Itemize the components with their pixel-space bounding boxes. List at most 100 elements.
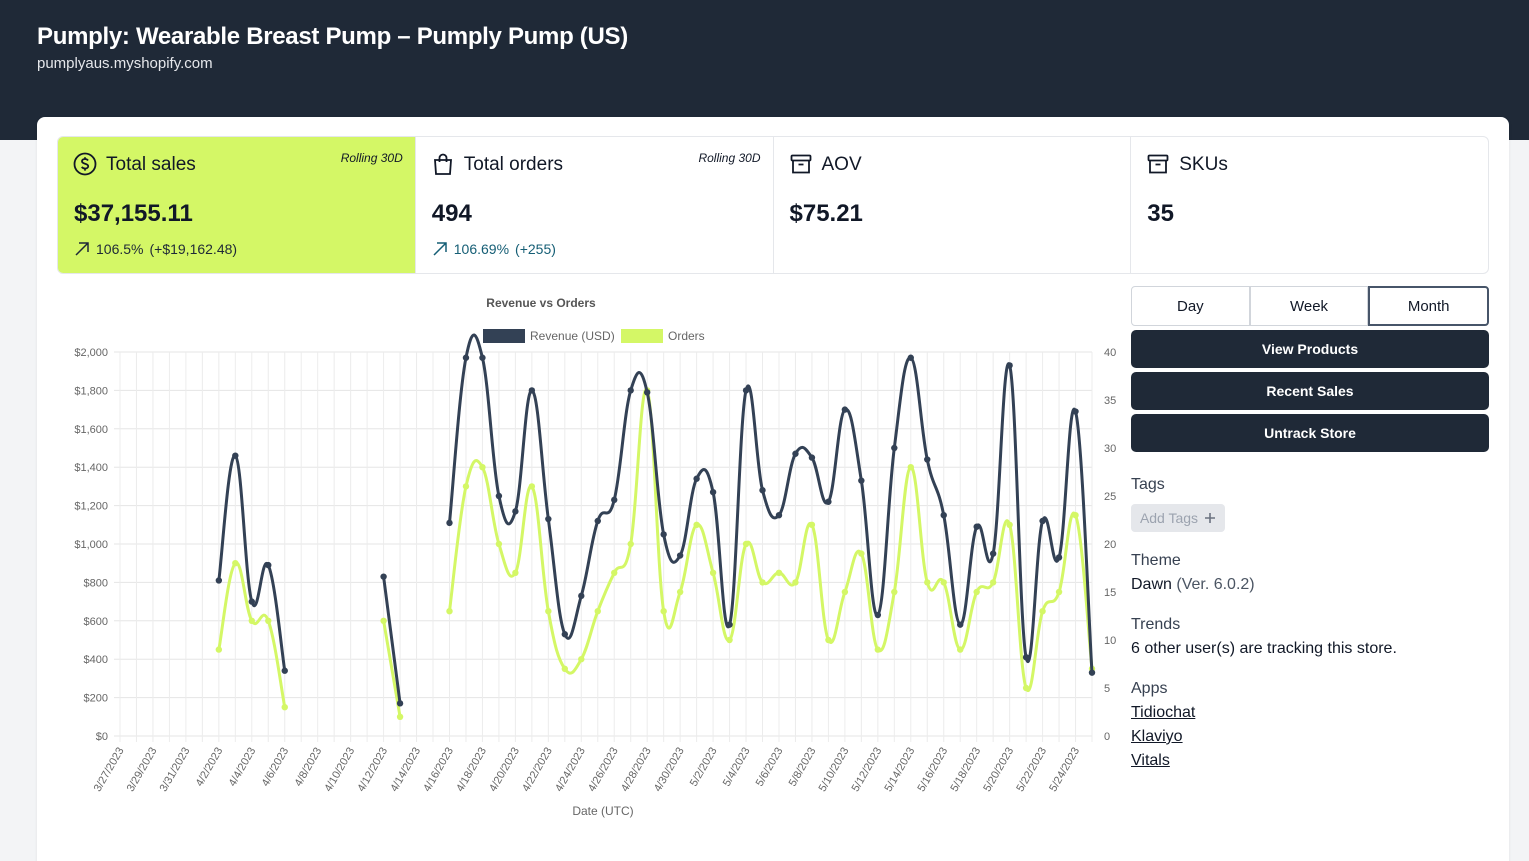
archive-box-icon (790, 154, 811, 174)
x-tick-label: 3/29/2023 (125, 746, 160, 794)
x-tick-label: 4/18/2023 (454, 746, 489, 794)
y-left-tick-label: $2,000 (74, 347, 108, 359)
revenue-point (874, 611, 882, 619)
x-tick-label: 5/18/2023 (948, 746, 983, 794)
y-right-tick-label: 30 (1104, 443, 1116, 455)
orders-point (561, 665, 569, 672)
revenue-point (380, 573, 387, 580)
y-right-tick-label: 25 (1104, 491, 1116, 503)
x-tick-label: 4/4/2023 (227, 746, 259, 789)
y-left-tick-label: $1,800 (74, 385, 108, 397)
revenue-point (495, 492, 503, 500)
add-tags-button[interactable]: Add Tags (1131, 504, 1225, 532)
shopping-bag-icon (433, 153, 452, 175)
y-right-tick-label: 35 (1104, 395, 1116, 407)
orders-point (396, 713, 404, 720)
revenue-point (396, 700, 404, 707)
revenue-point (1055, 554, 1063, 561)
orders-point (660, 608, 667, 615)
y-left-tick-label: $1,600 (74, 424, 108, 436)
y-left-tick-label: $0 (96, 731, 108, 743)
orders-point (248, 617, 255, 624)
orders-point (528, 483, 536, 490)
revenue-point (643, 389, 651, 396)
stat-label: Total sales (106, 154, 196, 175)
x-tick-label: 4/2/2023 (194, 746, 226, 789)
app-link-klaviyo[interactable]: Klaviyo (1131, 728, 1183, 745)
stat-value: 494 (431, 200, 472, 227)
x-tick-label: 5/10/2023 (817, 746, 852, 794)
revenue-point (726, 621, 733, 628)
x-tick-label: 3/27/2023 (92, 746, 127, 794)
range-day-button[interactable]: Day (1131, 286, 1250, 326)
trends-title: Trends (1131, 616, 1181, 633)
x-tick-label: 4/8/2023 (292, 746, 324, 789)
x-tick-label: 5/2/2023 (688, 746, 720, 789)
untrack-store-button[interactable]: Untrack Store (1131, 414, 1489, 452)
recent-sales-button[interactable]: Recent Sales (1131, 372, 1489, 410)
revenue-series-line (382, 576, 402, 704)
store-domain: pumplyaus.myshopify.com (37, 55, 213, 72)
orders-point (446, 608, 453, 615)
chart-title: Revenue vs Orders (486, 296, 596, 310)
orders-point (479, 464, 486, 471)
x-tick-label: 4/14/2023 (388, 746, 423, 794)
revenue-point (479, 354, 486, 361)
app-link-vitals[interactable]: Vitals (1131, 752, 1170, 769)
y-left-tick-label: $200 (84, 693, 108, 705)
orders-point (611, 569, 618, 576)
x-tick-label: 5/14/2023 (883, 746, 918, 794)
x-axis-label: Date (UTC) (572, 804, 633, 818)
x-tick-label: 5/8/2023 (787, 746, 819, 789)
revenue-orders-chart[interactable]: Revenue vs Orders Revenue (USD) Orders $0 $2… (57, 288, 1117, 833)
orders-point (841, 588, 849, 596)
app-link-tidiochat[interactable]: Tidiochat (1131, 704, 1196, 721)
orders-point (232, 560, 239, 567)
change-percent: 106.5% (96, 241, 144, 257)
change-percent: 106.69% (453, 241, 510, 257)
revenue-point (446, 519, 453, 527)
orders-point (924, 579, 931, 586)
orders-point (380, 617, 387, 624)
store-title: Pumply: Wearable Breast Pump – Pumply Pu… (37, 23, 628, 50)
orders-point (874, 646, 882, 653)
orders-point (1006, 521, 1013, 528)
y-right-tick-label: 10 (1104, 635, 1116, 647)
dollar-circle-icon (73, 152, 97, 176)
orders-point (545, 608, 552, 615)
legend-swatch-revenue (483, 329, 525, 343)
stat-skus: SKUs 35 (1131, 137, 1488, 273)
legend-label-revenue: Revenue (USD) (530, 329, 615, 343)
x-tick-label: 4/30/2023 (652, 746, 687, 794)
tags-title: Tags (1131, 476, 1165, 493)
y-left-tick-label: $800 (84, 577, 108, 589)
orders-point (1039, 608, 1046, 615)
revenue-point (265, 561, 272, 569)
plus-icon (1205, 513, 1216, 523)
stat-value: 35 (1147, 200, 1174, 227)
view-products-button[interactable]: View Products (1131, 330, 1489, 368)
x-tick-label: 4/12/2023 (355, 746, 390, 794)
revenue-point (924, 456, 931, 463)
orders-point (759, 579, 766, 586)
revenue-point (578, 592, 585, 600)
stat-label: SKUs (1179, 154, 1228, 175)
range-week-button[interactable]: Week (1249, 286, 1369, 326)
x-tick-label: 4/16/2023 (421, 746, 456, 794)
range-month-button[interactable]: Month (1368, 286, 1490, 326)
stat-total-sales: Total sales Rolling 30D $37,155.11 106.5… (58, 137, 416, 273)
x-tick-label: 4/6/2023 (260, 746, 292, 789)
x-tick-label: 4/22/2023 (520, 746, 555, 794)
theme-version: (Ver. 6.0.2) (1176, 576, 1255, 593)
x-tick-label: 3/31/2023 (158, 746, 193, 794)
orders-point (726, 636, 733, 644)
revenue-point (957, 621, 964, 628)
revenue-point (1072, 408, 1079, 415)
orders-point (281, 704, 288, 711)
orders-point (627, 540, 634, 548)
revenue-series-line (217, 454, 287, 671)
revenue-point (281, 667, 288, 674)
archive-box-icon (1147, 154, 1169, 174)
revenue-point (676, 552, 684, 559)
orders-point (792, 579, 799, 586)
